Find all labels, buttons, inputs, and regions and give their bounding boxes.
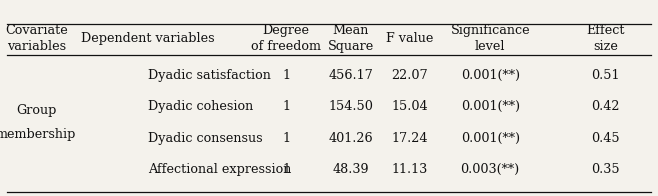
Text: size: size xyxy=(593,40,618,53)
Text: membership: membership xyxy=(0,128,76,141)
Text: 0.001(**): 0.001(**) xyxy=(461,132,520,145)
Text: Effect: Effect xyxy=(586,24,624,37)
Text: 1: 1 xyxy=(282,163,290,176)
Text: 1: 1 xyxy=(282,100,290,113)
Text: Affectional expression: Affectional expression xyxy=(148,163,291,176)
Text: Degree: Degree xyxy=(263,24,310,37)
Text: 0.51: 0.51 xyxy=(591,69,620,82)
Text: 1: 1 xyxy=(282,132,290,145)
Text: 48.39: 48.39 xyxy=(332,163,369,176)
Text: F value: F value xyxy=(386,32,434,45)
Text: 0.003(**): 0.003(**) xyxy=(461,163,520,176)
Text: 22.07: 22.07 xyxy=(392,69,428,82)
Text: Mean: Mean xyxy=(332,24,369,37)
Text: 0.42: 0.42 xyxy=(591,100,620,113)
Text: 401.26: 401.26 xyxy=(328,132,373,145)
Text: Significance: Significance xyxy=(450,24,530,37)
Text: 0.001(**): 0.001(**) xyxy=(461,69,520,82)
Text: Dependent variables: Dependent variables xyxy=(81,32,215,45)
Text: variables: variables xyxy=(7,40,66,53)
Text: 154.50: 154.50 xyxy=(328,100,373,113)
Text: Square: Square xyxy=(328,40,374,53)
Text: 17.24: 17.24 xyxy=(392,132,428,145)
Text: Group: Group xyxy=(16,104,57,117)
Text: Dyadic satisfaction: Dyadic satisfaction xyxy=(148,69,271,82)
Text: 11.13: 11.13 xyxy=(392,163,428,176)
Text: 15.04: 15.04 xyxy=(392,100,428,113)
Text: 0.45: 0.45 xyxy=(591,132,620,145)
Text: 1: 1 xyxy=(282,69,290,82)
Text: of freedom: of freedom xyxy=(251,40,321,53)
Text: Dyadic cohesion: Dyadic cohesion xyxy=(148,100,253,113)
Text: Covariate: Covariate xyxy=(5,24,68,37)
Text: 456.17: 456.17 xyxy=(328,69,373,82)
Text: level: level xyxy=(475,40,505,53)
Text: Dyadic consensus: Dyadic consensus xyxy=(148,132,263,145)
Text: 0.35: 0.35 xyxy=(591,163,620,176)
Text: 0.001(**): 0.001(**) xyxy=(461,100,520,113)
